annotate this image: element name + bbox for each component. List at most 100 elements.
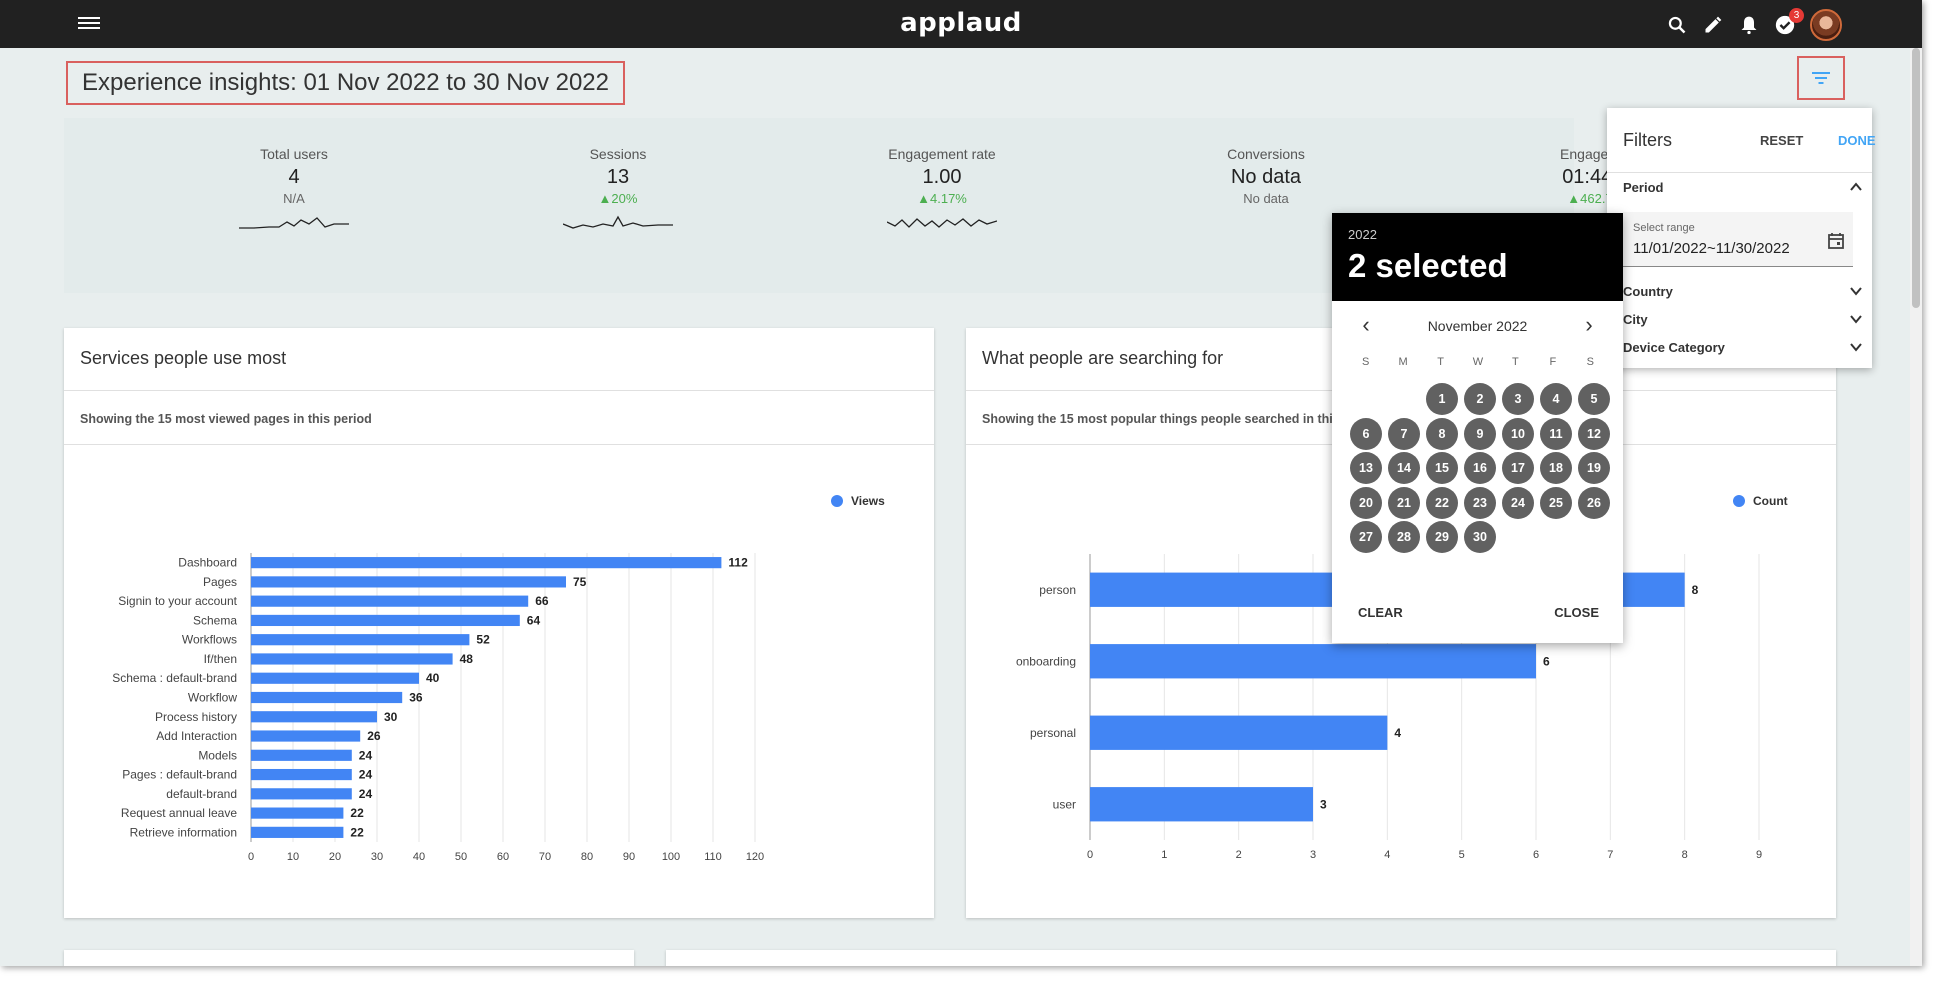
weekday-label: T xyxy=(1437,356,1444,368)
category-label: If/then xyxy=(204,652,237,666)
reset-button[interactable]: RESET xyxy=(1760,133,1804,148)
calendar-day[interactable]: 13 xyxy=(1350,452,1382,484)
month-label: November 2022 xyxy=(1427,318,1528,334)
calendar-day[interactable]: 15 xyxy=(1426,452,1458,484)
range-value: 11/01/2022~11/30/2022 xyxy=(1633,240,1790,257)
stat-total-users: Total users 4 N/A xyxy=(174,118,414,232)
x-tick-label: 4 xyxy=(1384,849,1390,861)
filter-icon xyxy=(1812,72,1830,84)
next-month-icon[interactable]: › xyxy=(1585,312,1593,337)
calendar-day[interactable]: 16 xyxy=(1464,452,1496,484)
divider xyxy=(64,390,934,391)
calendar-day[interactable]: 4 xyxy=(1540,383,1572,415)
stat-delta: No data xyxy=(1243,191,1289,206)
x-tick-label: 60 xyxy=(497,851,509,863)
clear-button[interactable]: CLEAR xyxy=(1358,605,1403,620)
close-button[interactable]: CLOSE xyxy=(1554,605,1599,620)
scrollbar[interactable] xyxy=(1910,48,1922,966)
calendar-day[interactable]: 21 xyxy=(1388,486,1420,519)
calendar-day[interactable]: 28 xyxy=(1388,521,1420,553)
calendar-day[interactable]: 11 xyxy=(1540,417,1572,450)
x-tick-label: 100 xyxy=(662,851,680,863)
search-icon[interactable] xyxy=(1666,14,1688,36)
data-label: 66 xyxy=(535,594,549,608)
picker-year[interactable]: 2022 xyxy=(1348,227,1377,242)
page-title: Experience insights: 01 Nov 2022 to 30 N… xyxy=(66,61,626,105)
calendar-icon[interactable] xyxy=(1827,232,1845,250)
calendar-day[interactable]: 19 xyxy=(1578,452,1610,484)
calendar-day[interactable]: 6 xyxy=(1350,417,1382,450)
stat-label: Sessions xyxy=(589,146,647,162)
bell-icon[interactable] xyxy=(1738,14,1760,36)
calendar-day[interactable]: 12 xyxy=(1578,417,1610,450)
filter-button[interactable] xyxy=(1797,56,1845,100)
bar xyxy=(251,807,344,819)
x-tick-label: 50 xyxy=(455,851,467,863)
filters-panel: Filters RESET DONE Period Select range 1… xyxy=(1607,108,1876,368)
calendar-day[interactable]: 25 xyxy=(1540,486,1572,519)
calendar-day[interactable]: 5 xyxy=(1578,383,1610,415)
stat-engagement-rate: Engagement rate 1.00 ▲4.17% xyxy=(822,118,1062,232)
stat-label: Engagem xyxy=(1560,146,1620,162)
country-filter[interactable]: Country xyxy=(1623,284,1863,299)
x-tick-label: 0 xyxy=(1087,849,1093,861)
chevron-up-icon xyxy=(1850,182,1862,191)
calendar-day[interactable]: 10 xyxy=(1502,417,1534,450)
sparkline xyxy=(563,215,673,229)
data-label: 24 xyxy=(359,768,373,782)
prev-month-icon[interactable]: ‹ xyxy=(1362,312,1370,337)
calendar-day[interactable]: 18 xyxy=(1540,452,1572,484)
calendar-day[interactable]: 26 xyxy=(1578,486,1610,519)
x-tick-label: 80 xyxy=(581,851,593,863)
device-category-filter[interactable]: Device Category xyxy=(1623,340,1863,355)
calendar-day[interactable]: 29 xyxy=(1426,521,1458,553)
arrow-up-icon: ▲ xyxy=(598,191,612,206)
x-tick-label: 20 xyxy=(329,851,341,863)
x-tick-label: 70 xyxy=(539,851,551,863)
legend-label: Count xyxy=(1753,494,1788,508)
calendar-day[interactable]: 7 xyxy=(1388,417,1420,450)
calendar-day[interactable]: 23 xyxy=(1464,486,1496,519)
category-label: Pages xyxy=(203,575,237,589)
stat-value: 13 xyxy=(606,166,630,188)
done-button[interactable]: DONE xyxy=(1838,133,1876,148)
category-label: Pages : default-brand xyxy=(122,768,237,782)
calendar-day[interactable]: 3 xyxy=(1502,383,1534,415)
calendar-day[interactable]: 8 xyxy=(1426,417,1458,450)
category-label: Retrieve information xyxy=(130,825,237,839)
user-avatar[interactable] xyxy=(1810,9,1842,41)
calendar-day[interactable]: 24 xyxy=(1502,486,1534,519)
calendar-day[interactable]: 27 xyxy=(1350,521,1382,553)
top-bar: applaud 3 xyxy=(0,0,1922,48)
edit-icon[interactable] xyxy=(1702,14,1724,36)
bar xyxy=(251,614,520,627)
x-tick-label: 6 xyxy=(1533,849,1539,861)
top-icons: 3 xyxy=(1666,8,1842,41)
range-label: Select range xyxy=(1633,222,1695,234)
scrollbar-thumb[interactable] xyxy=(1912,48,1920,308)
date-range-field[interactable]: Select range 11/01/2022~11/30/2022 xyxy=(1623,212,1853,267)
calendar-day[interactable]: 30 xyxy=(1464,521,1496,553)
x-tick-label: 3 xyxy=(1310,849,1316,861)
category-label: personal xyxy=(1030,726,1076,740)
stat-engagement-time: Engagem 01:44: ▲462.7 xyxy=(1470,118,1710,206)
calendar-day[interactable]: 20 xyxy=(1350,486,1382,519)
sparkline xyxy=(887,218,997,228)
app-window: applaud 3 Experience insights: 01 Nov 20… xyxy=(0,0,1922,966)
divider xyxy=(1607,172,1872,173)
period-section-toggle[interactable]: Period xyxy=(1623,180,1863,195)
tasks-icon[interactable]: 3 xyxy=(1774,8,1804,36)
calendar-day[interactable]: 22 xyxy=(1426,486,1458,519)
data-label: 75 xyxy=(573,575,587,589)
calendar-day[interactable]: 9 xyxy=(1464,417,1496,450)
menu-icon[interactable] xyxy=(78,14,100,34)
city-filter[interactable]: City xyxy=(1623,312,1863,327)
calendar-day[interactable]: 14 xyxy=(1388,452,1420,484)
data-label: 24 xyxy=(359,748,373,762)
stat-delta: ▲4.17% xyxy=(917,191,967,206)
calendar-day[interactable]: 2 xyxy=(1464,383,1496,415)
brand-logo: applaud xyxy=(900,8,1022,38)
card-title: Services people use most xyxy=(80,348,287,368)
calendar-day[interactable]: 17 xyxy=(1502,452,1534,484)
calendar-day[interactable]: 1 xyxy=(1426,383,1458,415)
